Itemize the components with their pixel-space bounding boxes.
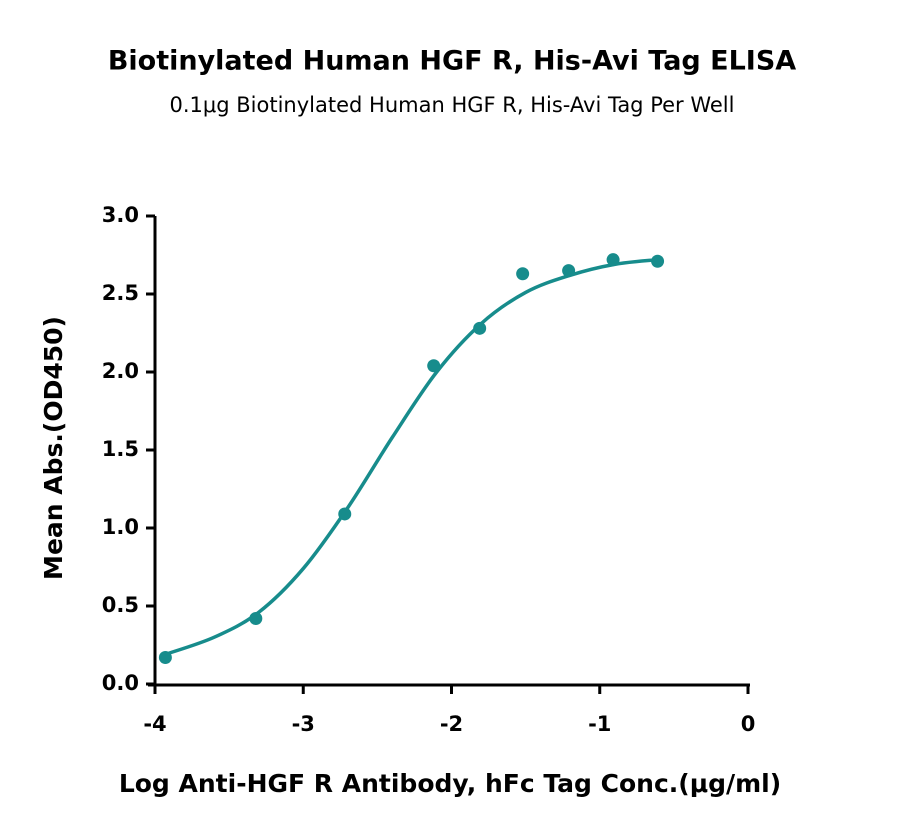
x-tick-label: 0 — [741, 712, 756, 736]
x-tick-label: -1 — [588, 712, 611, 736]
y-axis-label: Mean Abs.(OD450) — [39, 316, 68, 580]
data-point — [473, 321, 487, 335]
y-tick-label: 3.0 — [102, 203, 139, 227]
x-tick-label: -4 — [143, 712, 166, 736]
y-tick-label: 1.0 — [102, 515, 139, 539]
y-tick-label: 0.5 — [102, 593, 139, 617]
chart-title: Biotinylated Human HGF R, His-Avi Tag EL… — [108, 46, 796, 77]
x-tick-label: -2 — [440, 712, 463, 736]
y-tick-label: 2.0 — [102, 359, 139, 383]
x-axis-label: Log Anti-HGF R Antibody, hFc Tag Conc.(μ… — [119, 769, 781, 798]
y-tick-label: 1.5 — [102, 437, 139, 461]
y-tick-label: 0.0 — [102, 671, 139, 695]
data-point — [516, 267, 530, 281]
x-tick-label: -3 — [292, 712, 315, 736]
fit-line — [164, 257, 658, 657]
y-tick-label: 2.5 — [102, 281, 139, 305]
chart-subtitle: 0.1μg Biotinylated Human HGF R, His-Avi … — [170, 93, 735, 117]
